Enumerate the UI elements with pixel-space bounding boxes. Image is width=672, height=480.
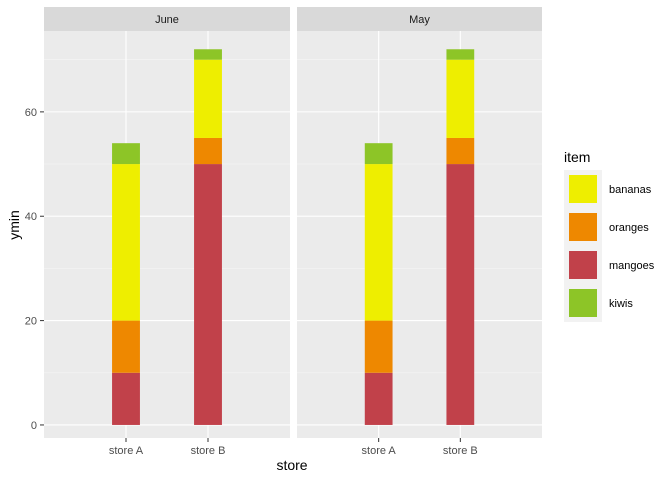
bar-segment-oranges-store-B-June: [194, 137, 222, 165]
bar-segment-bananas-store-B-June: [194, 59, 222, 138]
legend-title: item: [564, 149, 590, 165]
facet-strip-May: [297, 7, 542, 31]
legend-label-oranges: oranges: [609, 222, 649, 234]
bar-segment-oranges-store-B-May: [446, 137, 475, 165]
bar-segment-mangoes-store-B-June: [194, 164, 222, 425]
y-tick-label: 0: [31, 420, 37, 432]
legend-swatch-kiwis: [569, 289, 597, 317]
bar-segment-bananas-store-A-June: [112, 164, 140, 321]
bar-segment-bananas-store-A-May: [364, 164, 393, 321]
panel-background-May: [297, 31, 542, 438]
x-tick-label: store B: [443, 445, 478, 457]
panel-background-June: [44, 31, 290, 438]
y-tick-label: 60: [25, 107, 37, 119]
x-tick-label: store A: [109, 445, 144, 457]
bar-segment-kiwis-store-A-June: [112, 143, 140, 165]
legend-label-kiwis: kiwis: [609, 298, 633, 310]
bar-segment-oranges-store-A-May: [364, 320, 393, 373]
legend-label-bananas: bananas: [609, 184, 652, 196]
legend-label-mangoes: mangoes: [609, 260, 655, 272]
bar-segment-mangoes-store-A-June: [112, 372, 140, 425]
bar-segment-oranges-store-A-June: [112, 320, 140, 373]
facet-label-June: June: [155, 14, 179, 26]
x-tick-label: store B: [191, 445, 226, 457]
legend-swatch-oranges: [569, 213, 597, 241]
legend-swatch-mangoes: [569, 251, 597, 279]
bar-segment-kiwis-store-B-June: [194, 49, 222, 60]
legend-swatch-bananas: [569, 175, 597, 203]
y-tick-label: 20: [25, 316, 37, 328]
bar-segment-bananas-store-B-May: [446, 59, 475, 138]
bar-segment-mangoes-store-B-May: [446, 164, 475, 425]
bar-segment-kiwis-store-B-May: [446, 49, 475, 60]
x-tick-label: store A: [362, 445, 397, 457]
facet-strip-June: [44, 7, 290, 31]
bar-segment-kiwis-store-A-May: [364, 143, 393, 165]
y-axis-title: ymin: [6, 210, 22, 240]
facet-label-May: May: [409, 14, 430, 26]
bar-segment-mangoes-store-A-May: [364, 372, 393, 425]
x-axis-title: store: [276, 457, 307, 473]
y-tick-label: 40: [25, 211, 37, 223]
